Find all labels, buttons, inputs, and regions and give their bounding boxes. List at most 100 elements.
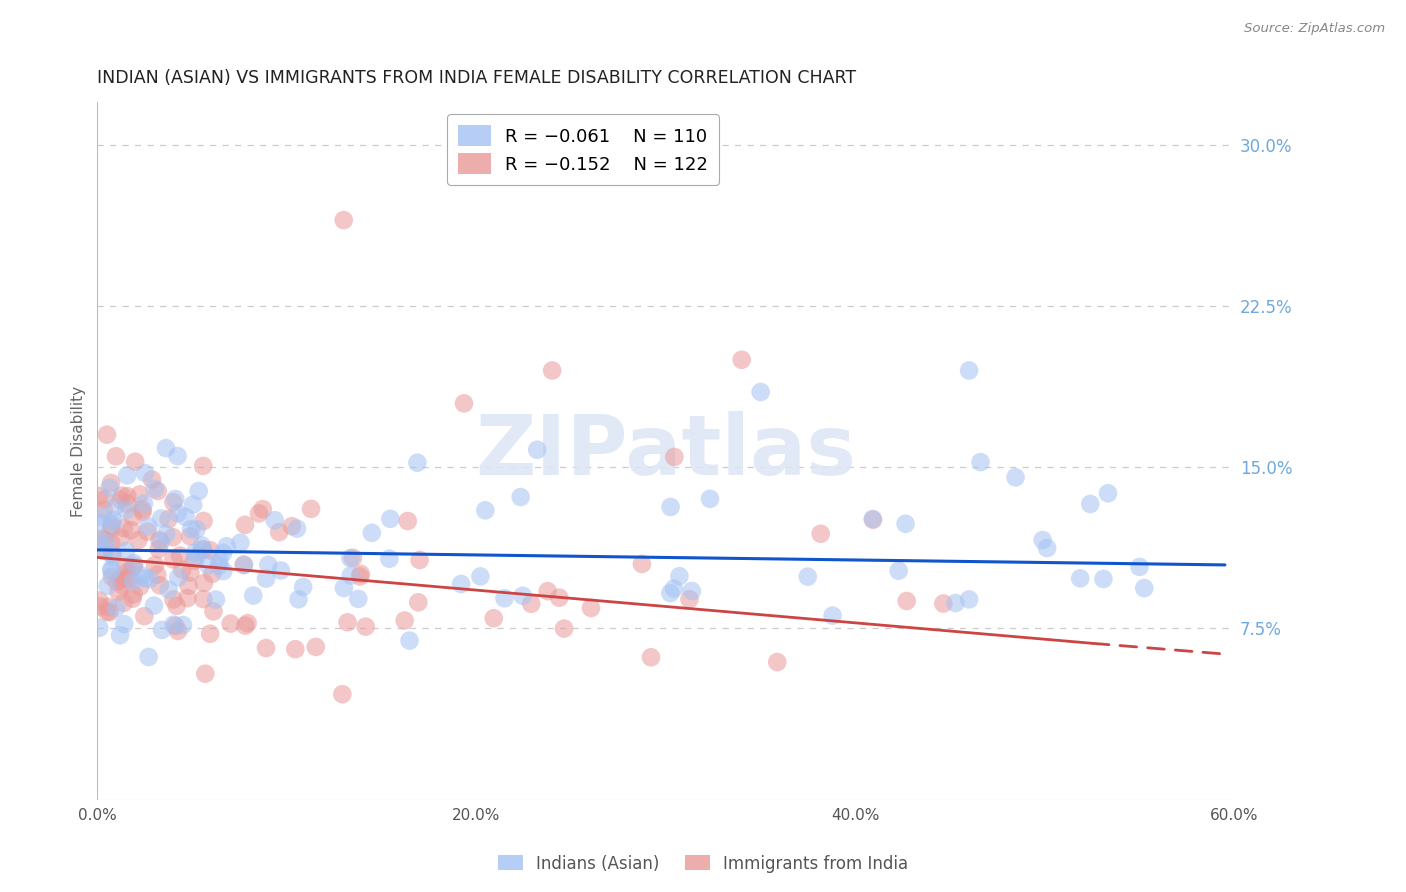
Point [254,641,277,656]
Point [664,450,686,464]
Point [579,601,602,615]
Text: INDIAN (ASIAN) VS IMMIGRANTS FROM INDIA FEMALE DISABILITY CORRELATION CHART: INDIAN (ASIAN) VS IMMIGRANTS FROM INDIA … [97,69,856,87]
Point [89,533,111,547]
Point [796,569,818,583]
Point [252,502,274,516]
Point [172,618,194,632]
Point [148,542,170,557]
Point [143,558,166,572]
Point [247,507,270,521]
Point [90,509,112,524]
Point [132,497,155,511]
Point [339,568,361,582]
Point [236,616,259,631]
Point [108,628,131,642]
Point [193,592,215,607]
Point [112,596,135,610]
Point [1069,571,1091,585]
Point [659,586,682,600]
Point [453,396,475,410]
Point [110,492,132,507]
Point [202,604,225,618]
Point [284,642,307,657]
Point [350,566,373,581]
Point [165,619,187,633]
Point [131,502,153,516]
Point [104,500,127,514]
Point [233,618,256,632]
Point [193,542,215,557]
Point [408,553,430,567]
Point [105,601,128,615]
Point [342,550,364,565]
Point [166,506,188,520]
Point [201,566,224,581]
Point [821,608,844,623]
Point [1097,486,1119,500]
Point [120,523,142,537]
Point [162,617,184,632]
Point [179,566,201,580]
Point [699,491,721,506]
Point [270,564,292,578]
Point [668,569,690,583]
Point [541,363,564,377]
Point [1128,560,1150,574]
Point [89,599,111,614]
Point [146,567,169,582]
Point [1133,581,1156,595]
Point [183,554,205,568]
Point [91,532,114,546]
Point [198,626,221,640]
Point [143,482,166,496]
Point [339,551,361,566]
Point [100,562,122,576]
Point [659,500,682,514]
Point [212,546,235,560]
Point [93,502,115,516]
Point [212,564,235,578]
Point [548,591,571,605]
Point [731,352,754,367]
Point [187,483,209,498]
Point [93,492,115,507]
Point [166,599,188,613]
Point [749,384,772,399]
Point [887,564,910,578]
Point [406,456,429,470]
Point [520,597,543,611]
Text: ZIPatlas: ZIPatlas [475,410,856,491]
Point [115,544,138,558]
Point [957,592,980,607]
Point [141,473,163,487]
Point [969,455,991,469]
Point [1078,497,1101,511]
Point [157,512,180,526]
Point [93,543,115,558]
Point [101,549,124,564]
Point [127,533,149,547]
Point [474,503,496,517]
Point [215,539,238,553]
Point [101,547,124,561]
Point [766,655,789,669]
Point [394,614,416,628]
Point [174,510,197,524]
Text: Source: ZipAtlas.com: Source: ZipAtlas.com [1244,22,1385,36]
Point [128,487,150,501]
Point [242,589,264,603]
Point [112,617,135,632]
Point [105,574,128,589]
Point [100,564,122,578]
Point [292,580,315,594]
Point [208,553,231,567]
Point [233,517,256,532]
Point [149,578,172,592]
Point [205,592,228,607]
Legend: Indians (Asian), Immigrants from India: Indians (Asian), Immigrants from India [491,848,915,880]
Point [101,516,124,531]
Point [179,529,201,543]
Point [162,592,184,607]
Point [134,571,156,585]
Point [100,522,122,536]
